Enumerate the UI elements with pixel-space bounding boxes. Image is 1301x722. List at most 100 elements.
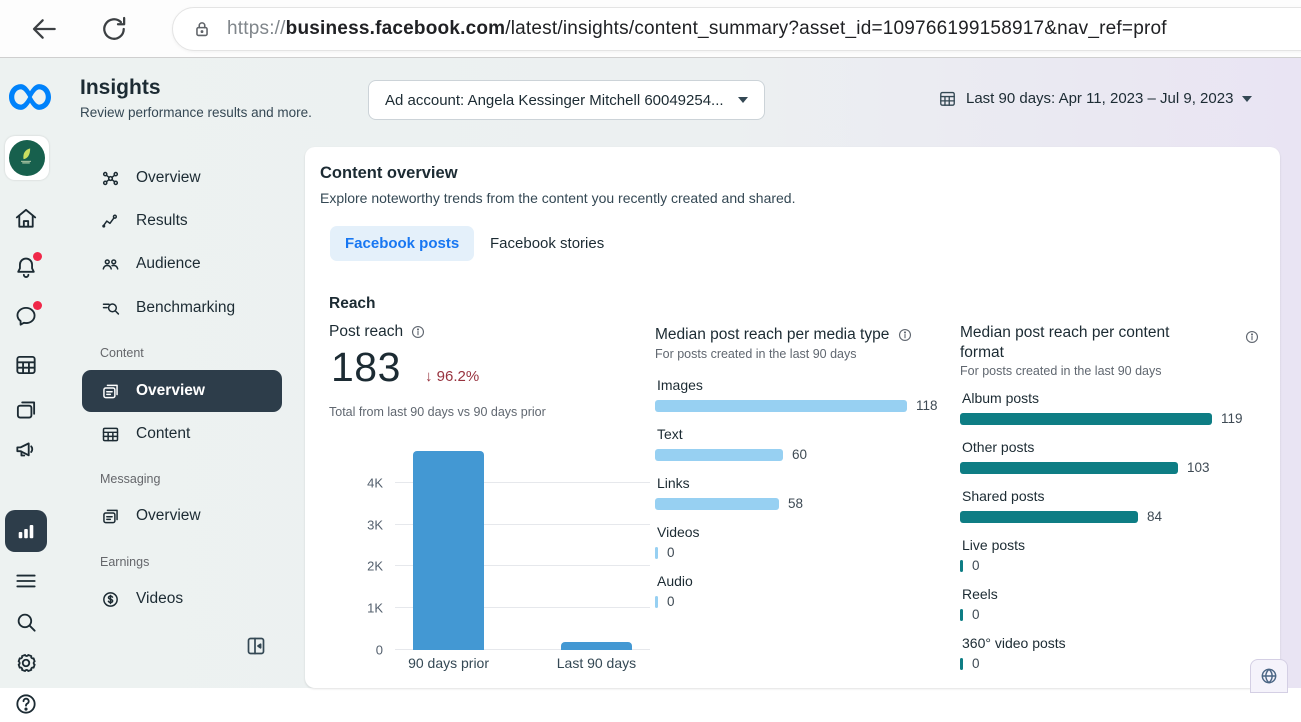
hbar-row: Album posts 119 [960,390,1260,426]
hbar-row: Links 58 [655,475,955,511]
content-posts-icon[interactable] [13,397,39,423]
address-bar[interactable]: https://business.facebook.com/latest/ins… [172,7,1301,51]
hbar-bar[interactable] [960,559,963,572]
insights-nav: Overview Results Audience Benchmarking C… [52,128,302,688]
hbar-bar[interactable] [960,461,1178,474]
hbar-bar[interactable] [960,608,963,621]
gridline [395,481,650,483]
browser-back-icon[interactable] [28,13,60,45]
lock-icon [196,22,208,37]
sidebar-item-benchmarking[interactable]: Benchmarking [52,292,292,324]
info-icon[interactable] [410,324,426,340]
y-tick-label: 0 [375,642,383,658]
posts-card-icon [103,384,118,398]
info-icon[interactable] [1244,329,1260,345]
sidebar-item-label: Overview [136,507,201,524]
hbar-bar[interactable] [960,510,1138,523]
sidebar-item-label: Audience [136,255,201,272]
browser-toolbar: https://business.facebook.com/latest/ins… [0,0,1301,58]
hbar-label: Other posts [962,439,1035,455]
hbar-bar[interactable] [655,448,783,461]
hbar-value: 84 [1147,509,1163,524]
sidebar-item-audience[interactable]: Audience [52,248,292,280]
hbar-line: 58 [655,496,955,511]
sidebar-item-label: Videos [136,590,184,607]
all-tools-menu-icon[interactable] [13,568,39,594]
hbar-row: Other posts 103 [960,439,1260,475]
tab-label: Facebook posts [345,235,460,252]
table-icon [102,427,119,441]
post-reach-label: Post reach [329,323,426,341]
info-icon[interactable] [897,327,913,343]
hbar-value: 0 [972,558,980,573]
posts-card-icon [103,509,118,523]
calendar-icon [940,91,955,106]
tab-facebook-stories[interactable]: Facebook stories [475,226,619,261]
chevron-down-icon [737,97,748,103]
hbar-bar[interactable] [655,497,779,510]
y-tick-label: 2K [367,558,383,574]
down-arrow-icon: ↓ [425,368,433,385]
bar-last-90-days[interactable] [560,642,633,650]
meta-logo-icon[interactable] [9,84,51,110]
hbar-bar[interactable] [655,546,658,559]
y-tick-label: 4K [367,475,383,491]
hbar-line: 0 [655,594,955,609]
search-list-icon [102,302,120,315]
insights-icon[interactable] [5,510,47,552]
sidebar-item-content[interactable]: Content [52,418,292,450]
hbar-line: 0 [655,545,955,560]
home-icon[interactable] [13,205,39,231]
bar-90-days-prior[interactable] [412,450,485,650]
planner-icon[interactable] [13,352,39,378]
hbar-value: 103 [1187,460,1210,475]
hbar-bar[interactable] [655,595,658,608]
hbar-row: Videos 0 [655,524,955,560]
media-type-bar-list: Images 118 Text 60 Links 58 Videos 0 Audio 0 [655,377,955,622]
settings-gear-icon[interactable] [13,650,39,676]
hbar-line: 0 [960,656,1260,671]
notifications-bell-icon[interactable] [13,252,42,280]
tab-facebook-posts[interactable]: Facebook posts [330,226,475,261]
hbar-label: Reels [962,586,998,602]
meta-business-suite-app: Insights Review performance results and … [0,58,1301,714]
media-type-title: Median post reach per media type [655,325,950,345]
y-tick-label: 3K [367,517,383,532]
content-format-subtitle: For posts created in the last 90 days [960,364,1162,378]
people-icon [102,258,119,270]
ad-account-dropdown[interactable]: Ad account: Angela Kessinger Mitchell 60… [368,80,765,120]
gridline [395,607,650,609]
globe-icon [1261,668,1277,684]
sidebar-item-overview[interactable]: Overview [52,162,292,194]
x-tick-label: 90 days prior [408,655,490,671]
messages-chat-icon[interactable] [13,301,42,329]
messages-badge [33,301,42,310]
hbar-label: Text [657,426,683,442]
sidebar-item-results[interactable]: Results [52,205,292,237]
dollar-circle-icon [103,591,118,607]
hbar-bar[interactable] [655,399,907,412]
media-type-subtitle: For posts created in the last 90 days [655,347,857,361]
hbar-row: Images 118 [655,377,955,413]
sidebar-item-videos[interactable]: Videos [52,583,292,615]
hbar-bar[interactable] [960,412,1212,425]
search-icon[interactable] [13,609,39,635]
tab-label: Facebook stories [490,235,605,252]
help-icon[interactable] [13,691,39,717]
nav-section-content: Content [100,346,144,360]
collapse-sidebar-icon[interactable] [244,634,268,658]
sidebar-item-content-overview[interactable]: Overview [82,370,282,412]
hbar-bar[interactable] [960,657,963,670]
business-avatar[interactable] [5,136,49,180]
hbar-row: Audio 0 [655,573,955,609]
hbar-row: 360° video posts 0 [960,635,1260,671]
browser-refresh-icon[interactable] [98,13,130,45]
ads-megaphone-icon[interactable] [13,436,39,462]
hbar-value: 0 [667,594,675,609]
post-reach-xaxis: 90 days prior Last 90 days [395,655,650,675]
hbar-value: 58 [788,496,804,511]
hbar-value: 119 [1221,411,1243,426]
date-range-dropdown[interactable]: Last 90 days: Apr 11, 2023 – Jul 9, 2023 [938,89,1253,108]
sidebar-item-messaging-overview[interactable]: Overview [52,500,292,532]
card-title: Content overview [320,164,458,182]
